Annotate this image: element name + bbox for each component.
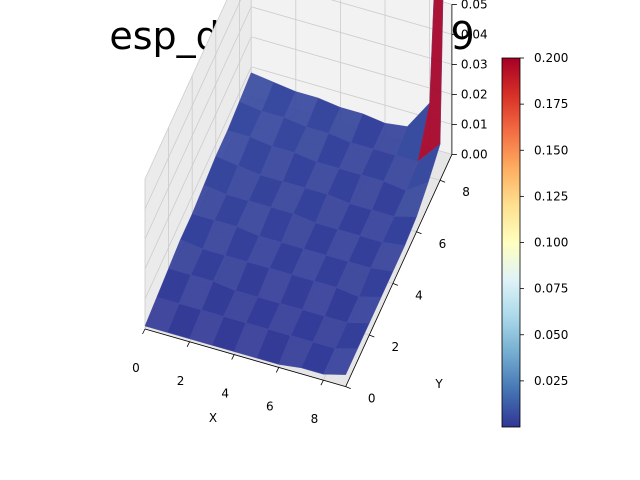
x-tick <box>142 328 146 335</box>
surface-mesh-line <box>211 97 319 346</box>
z-tick-label: 0.04 <box>461 27 488 41</box>
x-tick <box>320 380 324 386</box>
x-tick <box>275 367 280 373</box>
z-grid-line <box>144 0 453 210</box>
axis-ticks: 0 2 4 6 8 0 2 4 6 8 0.00 0.01 0.02 0.03 0.04 0.05 <box>132 0 487 426</box>
z-tick-label: 0.02 <box>461 87 488 101</box>
z-grid-line <box>144 66 453 300</box>
surface-mesh-line <box>239 101 441 163</box>
colorbar-tick-label: 0.050 <box>534 328 568 342</box>
surface-mesh-line <box>167 82 274 333</box>
surface-mesh-line <box>192 213 393 272</box>
y-tick <box>392 283 399 286</box>
surface-mesh-line <box>180 239 382 298</box>
surface-mesh-line <box>345 0 444 375</box>
surface-mesh-line <box>256 113 363 359</box>
z-grid-line <box>144 6 453 240</box>
x-tick-label: 8 <box>311 412 319 426</box>
surface-mesh-line <box>227 130 429 191</box>
colorbar-gradient <box>502 58 520 427</box>
back-pane <box>251 0 452 155</box>
surface-mesh-line <box>251 0 434 127</box>
x-tick <box>186 341 190 347</box>
colorbar-tick-label: 0.150 <box>534 143 568 157</box>
surface-mesh-line <box>300 126 408 368</box>
y-tick <box>369 334 375 338</box>
z-tick-label: 0.01 <box>461 117 488 131</box>
y-tick-label: 2 <box>391 340 399 354</box>
surface-mesh-line <box>215 156 417 217</box>
surface-mesh-line <box>203 184 405 246</box>
y-tick-label: 4 <box>415 288 423 302</box>
colorbar-tick-label: 0.075 <box>534 282 568 296</box>
side-pane <box>145 0 252 329</box>
y-tick-label: 8 <box>462 185 470 199</box>
y-tick <box>439 179 446 183</box>
surface-mesh-line <box>323 102 430 375</box>
y-tick-label: 6 <box>439 237 447 251</box>
y-tick <box>345 386 351 389</box>
surface-mesh-line <box>189 91 296 339</box>
y-tick <box>416 231 422 235</box>
x-axis-line <box>144 328 346 387</box>
colorbar-tick-label: 0.025 <box>534 374 568 388</box>
colorbar-tick-label: 0.200 <box>534 51 568 65</box>
z-tick-label: 0.03 <box>461 57 488 71</box>
x-tick <box>231 354 235 360</box>
x-axis-label: X <box>209 411 217 425</box>
z-tick-label: 0.00 <box>461 147 488 161</box>
y-axis-line <box>345 154 453 387</box>
surface-mesh-line <box>168 268 370 324</box>
z-grid-line <box>144 36 453 270</box>
colorbar: 0.025 0.050 0.075 0.100 0.125 0.150 0.175 0.200 <box>501 51 568 428</box>
x-tick-label: 2 <box>177 374 185 388</box>
surface-mesh-line <box>278 123 386 365</box>
x-tick-label: 6 <box>266 399 274 413</box>
z-tick-label: 0.05 <box>461 0 488 11</box>
colorbar-tick-label: 0.175 <box>534 97 568 111</box>
z-grid-line <box>144 0 453 180</box>
surface-mesh-line <box>144 325 346 375</box>
x-tick-label: 4 <box>221 387 229 401</box>
y-axis-label: Y <box>434 377 443 391</box>
surface-plot <box>144 0 444 375</box>
surface-mesh-line <box>156 297 358 349</box>
x-tick-label: 0 <box>132 361 140 375</box>
axes-lines <box>144 4 453 387</box>
surface-mesh-line <box>234 107 341 352</box>
surface-mesh-line <box>144 72 252 327</box>
colorbar-tick-label: 0.125 <box>534 189 568 203</box>
y-tick-label: 0 <box>368 392 376 406</box>
colorbar-tick-label: 0.100 <box>534 236 568 250</box>
